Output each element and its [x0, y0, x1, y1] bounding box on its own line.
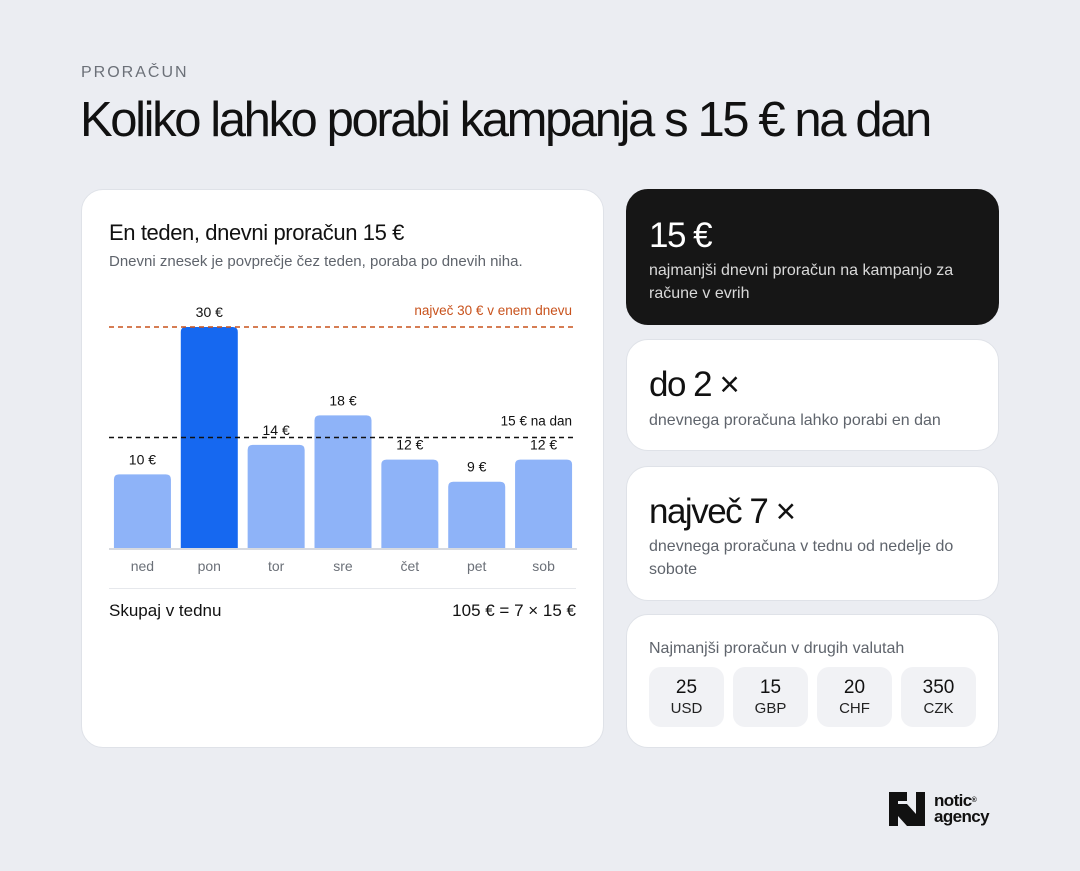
bar [515, 459, 573, 548]
currency-item: 25 USD [649, 667, 724, 727]
tick-label: pet [467, 558, 487, 574]
bar [448, 481, 506, 548]
stat-value: največ 7 × [649, 492, 796, 531]
currency-code: CZK [923, 699, 954, 717]
bar [113, 474, 171, 548]
agency-logo: notic® agency [889, 791, 990, 826]
currency-amount: 350 [922, 676, 955, 698]
page-title: Koliko lahko porabi kampanja s 15 € na d… [80, 93, 932, 147]
currency-title: Najmanjši proračun v drugih valutah [649, 640, 905, 657]
currency-code: USD [670, 699, 703, 717]
stat-card-weekly-max: največ 7 × dnevnega proračuna v tednu od… [626, 466, 999, 601]
currency-item: 350 CZK [901, 667, 976, 727]
logo-registered-mark: ® [971, 797, 977, 804]
data-label: 12 € [530, 437, 557, 453]
data-label: 30 € [196, 304, 223, 320]
bar [381, 459, 439, 548]
logo-line-1: notic [934, 791, 972, 810]
bar [247, 444, 305, 548]
tick-label: ned [131, 558, 154, 574]
divider [109, 588, 576, 589]
tick-label: pon [198, 558, 221, 574]
stat-card-daily-max: do 2 × dnevnega proračuna lahko porabi e… [626, 339, 999, 451]
bar [314, 415, 372, 548]
bar-chart: največ 30 € v enem dnevu 15 € na dan 10 € n… [109, 303, 577, 574]
stat-description: dnevnega proračuna v tednu od nedelje do… [649, 538, 954, 578]
data-label: 14 € [263, 422, 290, 438]
data-label: 9 € [467, 459, 487, 475]
chart-card: En teden, dnevni proračun 15 € Dnevni zn… [81, 189, 604, 748]
chart-subtitle: Dnevni znesek je povprečje čez teden, po… [109, 253, 523, 270]
stat-value: 15 € [649, 216, 713, 255]
currency-item: 15 GBP [733, 667, 808, 727]
currency-code: GBP [754, 699, 787, 717]
stat-description: najmanjši dnevni proračun na kampanjo za… [649, 262, 954, 302]
tick-label: čet [401, 558, 420, 574]
total-value: 105 € = 7 × 15 € [452, 601, 576, 620]
stat-card-min-daily: 15 € najmanjši dnevni proračun na kampan… [626, 189, 999, 325]
logo-wordmark: notic® agency [934, 791, 990, 826]
data-label: 10 € [129, 451, 156, 467]
currency-amount: 20 [843, 676, 866, 698]
stat-value: do 2 × [649, 365, 740, 404]
data-label: 12 € [396, 437, 423, 453]
total-label: Skupaj v tednu [109, 601, 222, 620]
currency-list: 25 USD 15 GBP 20 CHF 350 CZK [649, 667, 976, 727]
reference-line-label: 15 € na dan [501, 414, 572, 429]
tick-label: sob [532, 558, 555, 574]
currency-item: 20 CHF [817, 667, 892, 727]
tick-label: sre [333, 558, 353, 574]
tick-label: tor [268, 558, 285, 574]
currency-code: CHF [839, 699, 870, 717]
chart-title: En teden, dnevni proračun 15 € [109, 220, 405, 245]
currency-amount: 25 [675, 676, 698, 698]
stat-description: dnevnega proračuna lahko porabi en dan [649, 412, 941, 429]
reference-line-label: največ 30 € v enem dnevu [414, 303, 572, 318]
currency-card: Najmanjši proračun v drugih valutah 25 U… [626, 614, 999, 748]
eyebrow: PRORAČUN [81, 64, 189, 81]
logo-line-2: agency [934, 807, 990, 826]
data-label: 18 € [329, 392, 356, 408]
currency-amount: 15 [759, 676, 782, 698]
logo-mark-icon [889, 792, 925, 826]
